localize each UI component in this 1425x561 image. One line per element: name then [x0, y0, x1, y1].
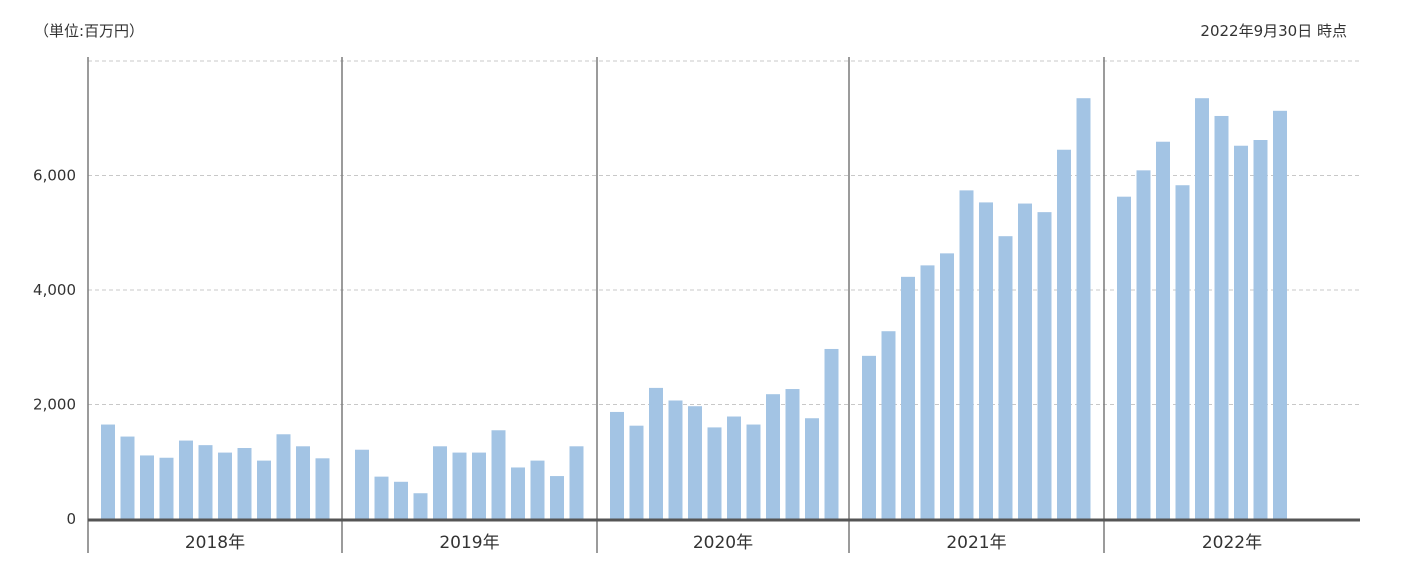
bar: [1136, 170, 1151, 519]
bar: [276, 434, 291, 519]
bar: [746, 424, 761, 519]
bar: [452, 452, 467, 519]
bar: [491, 430, 506, 519]
bar: [1057, 149, 1071, 520]
y-tick-label: 2,000: [33, 396, 76, 414]
bar: [805, 418, 819, 519]
bar: [901, 276, 915, 519]
x-year-label: 2021年: [946, 533, 1006, 553]
year-separators: [341, 57, 1105, 553]
bar: [413, 493, 428, 519]
bar: [120, 436, 135, 519]
bar: [1018, 203, 1032, 520]
bar: [862, 355, 876, 519]
unit-label: （単位:百万円）: [34, 22, 145, 40]
bar: [1175, 185, 1190, 520]
bar: [940, 253, 954, 520]
bar: [959, 190, 974, 519]
bar: [727, 416, 741, 519]
bar: [629, 425, 644, 519]
bar: [355, 449, 369, 519]
bar: [237, 448, 252, 519]
bar: [472, 452, 486, 519]
bar: [1037, 212, 1052, 519]
bar: [1195, 98, 1209, 520]
bars: [101, 98, 1287, 520]
bar: [1273, 110, 1287, 520]
x-year-label: 2020年: [693, 533, 753, 553]
bar: [881, 331, 896, 519]
bar: [198, 445, 213, 519]
x-year-label: 2018年: [185, 533, 245, 553]
bar: [101, 424, 115, 519]
bar: [569, 446, 584, 519]
bar: [530, 460, 545, 519]
bar: [1253, 140, 1268, 519]
bar: [257, 460, 271, 519]
bar: [296, 446, 310, 519]
y-tick-label: 4,000: [33, 281, 76, 299]
bar: [1214, 115, 1229, 520]
bar: [1076, 98, 1091, 520]
bar: [610, 411, 624, 519]
bar: [511, 467, 525, 519]
x-year-label: 2019年: [439, 533, 499, 553]
bar: [140, 455, 154, 519]
bar: [1234, 145, 1248, 520]
bar: [1117, 196, 1131, 519]
bar: [218, 452, 232, 519]
bar: [707, 427, 722, 519]
x-axis-year-labels: 2018年 2019年 2020年 2021年 2022年: [185, 533, 1262, 553]
y-axis-tick-labels: 0 2,000 4,000 6,000: [33, 167, 76, 529]
bar: [920, 265, 935, 519]
bar: [394, 481, 408, 519]
axes: [87, 57, 1360, 553]
y-tick-label: 0: [66, 510, 76, 528]
bar: [668, 400, 683, 519]
bar: [159, 457, 174, 519]
x-year-label: 2022年: [1202, 533, 1262, 553]
bar: [688, 406, 702, 519]
bar: [785, 389, 800, 519]
bar: [766, 394, 780, 519]
bar: [433, 446, 447, 519]
bar: [1156, 141, 1170, 519]
as-of-date-label: 2022年9月30日 時点: [1200, 22, 1347, 40]
bar: [374, 476, 389, 519]
bar: [649, 387, 663, 519]
bar: [979, 202, 993, 519]
bar: [550, 476, 564, 519]
bar: [179, 440, 193, 519]
y-tick-label: 6,000: [33, 167, 76, 185]
bar: [998, 236, 1013, 519]
bar: [824, 348, 839, 519]
bar: [315, 458, 330, 519]
